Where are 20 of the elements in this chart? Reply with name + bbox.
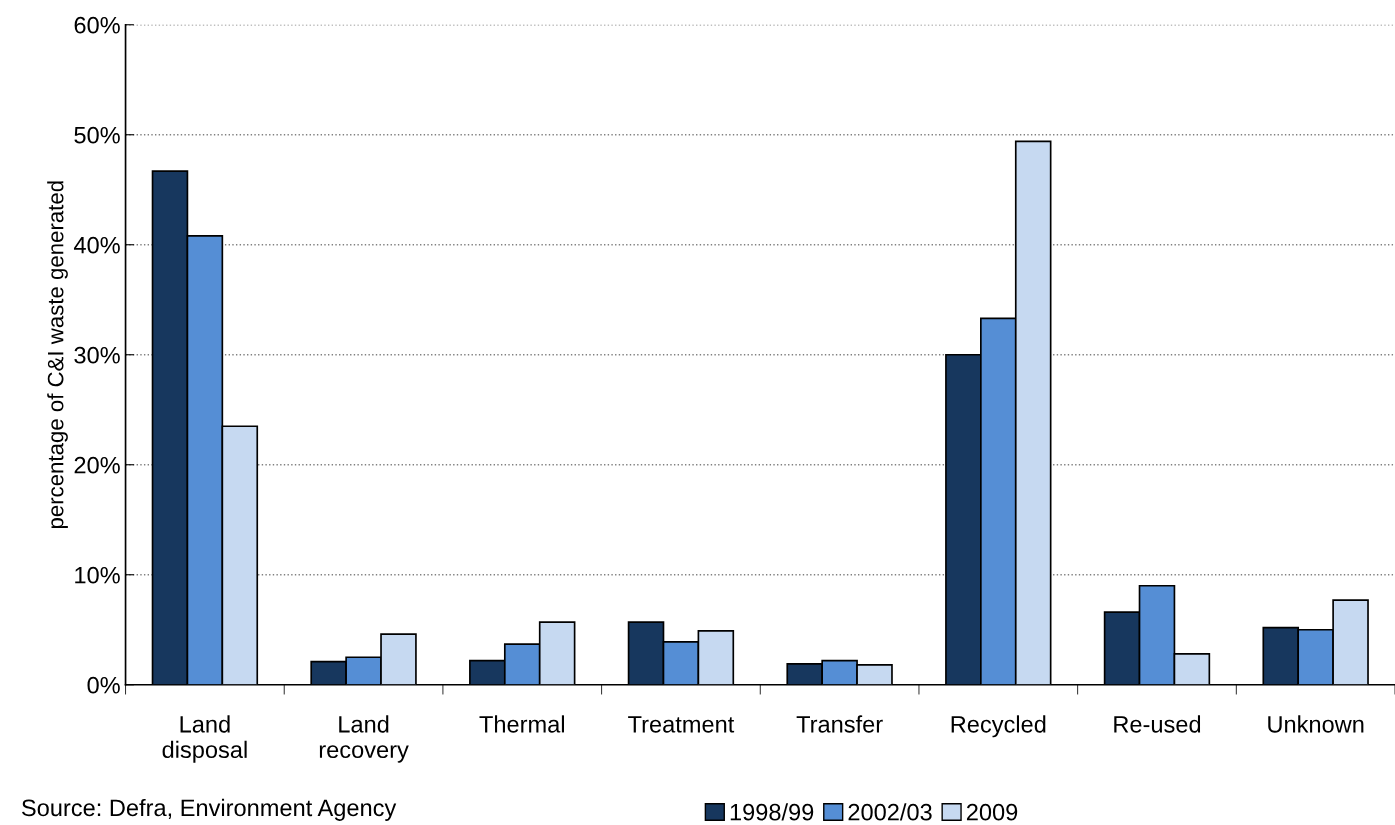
legend-label: 2009	[966, 803, 1018, 821]
y-tick-label: 50%	[74, 126, 120, 144]
x-tick-label: Transfer	[796, 715, 883, 733]
y-tick-label: 60%	[74, 16, 120, 34]
y-tick-label: 10%	[75, 566, 120, 584]
y-tick-label: 0%	[87, 676, 120, 694]
x-tick-label: Unknown	[1268, 715, 1364, 733]
x-tick-label: Thermal	[479, 715, 564, 733]
x-tick-label: Re-used	[1114, 715, 1201, 733]
y-tick-label: 20%	[74, 456, 120, 474]
source-note: Source: Defra, Environment Agency	[22, 798, 397, 821]
x-tick-label: Land recovery	[319, 715, 409, 763]
x-tick-label: Treatment	[628, 716, 735, 733]
legend-label: 1998/99	[730, 803, 814, 821]
x-tick-label: Land disposal	[162, 715, 247, 763]
y-tick-label: 40%	[73, 236, 120, 254]
y-tick-label: 30%	[74, 346, 120, 364]
x-tick-label: Recycled	[951, 715, 1046, 738]
legend-label: 2002/03	[848, 803, 932, 821]
y-axis-title: percentage of C&I waste generated	[47, 181, 68, 529]
